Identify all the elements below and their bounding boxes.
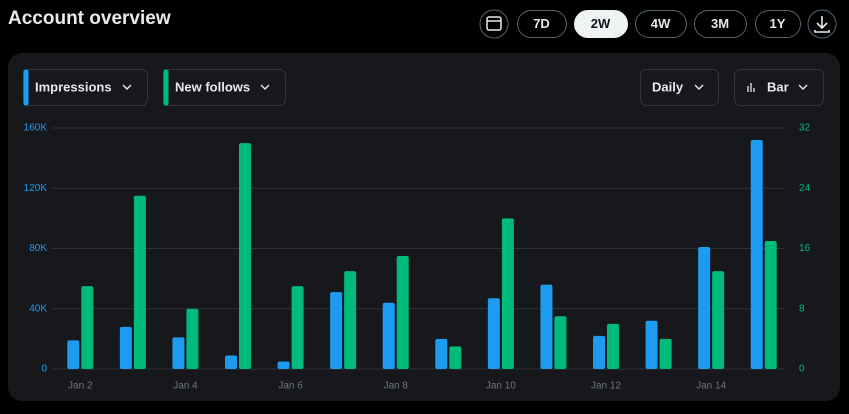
follows-selector[interactable]: New follows [163,69,286,106]
range-button[interactable] [755,10,801,38]
bar [186,308,199,369]
x-tick-label: Jan 14 [696,381,726,392]
bar [382,302,395,369]
bar [330,292,343,369]
style-label: Bar [767,79,789,94]
bar [396,256,409,369]
series-label: Impressions [35,79,112,94]
y-tick-label: 160K [24,123,48,134]
range-button[interactable] [694,10,747,38]
x-tick-label: Jan 10 [486,381,516,392]
range-label: 1Y [770,16,786,31]
x-tick-label: Jan 2 [68,381,93,392]
y-tick-label: 40K [29,303,47,314]
bar [750,140,763,369]
range-label: 4W [651,16,671,31]
bar [659,338,672,369]
series-label: New follows [175,79,250,94]
y-tick-label: 120K [24,183,48,194]
bar [712,271,725,369]
bar [81,286,94,369]
range-button[interactable] [517,10,567,38]
y2-tick-label: 0 [799,364,805,375]
range-label: 7D [533,16,550,31]
bar [607,323,619,369]
bar [225,355,237,369]
bar [277,361,290,369]
bar [501,218,514,369]
impressions-selector[interactable]: Impressions [23,69,148,106]
bar [593,335,605,369]
interval-selector[interactable]: Daily [640,69,719,106]
range-label: 3M [711,16,729,31]
y-tick-label: 80K [29,243,47,254]
range-button[interactable] [635,10,687,38]
y-tick-label: 0 [41,364,47,375]
bar [449,346,462,369]
bar [133,195,146,369]
bar [239,143,251,369]
y2-tick-label: 8 [799,303,805,314]
x-tick-label: Jan 8 [383,381,408,392]
bar [119,326,132,369]
y2-tick-label: 16 [799,243,811,254]
x-tick-label: Jan 12 [591,381,621,392]
bar [698,246,711,369]
interval-label: Daily [652,79,684,94]
style-selector[interactable]: Bar [734,69,824,106]
bar [645,320,658,369]
bar [554,316,567,369]
page-title: Account overview [8,8,171,29]
bar [172,337,185,369]
range-label: 2W [591,16,611,31]
chart-panel [8,53,840,401]
x-tick-label: Jan 4 [173,381,198,392]
x-tick-label: Jan 6 [278,381,303,392]
bar [764,240,777,369]
range-button[interactable] [574,10,628,38]
bar [344,271,357,369]
bar [67,340,80,369]
calendar-button[interactable] [479,9,509,39]
bar [291,286,304,369]
download-button[interactable] [807,9,837,39]
bar [540,284,553,369]
bar [435,338,448,369]
bar [487,298,500,369]
y2-tick-label: 32 [799,123,811,134]
y2-tick-label: 24 [799,183,811,194]
